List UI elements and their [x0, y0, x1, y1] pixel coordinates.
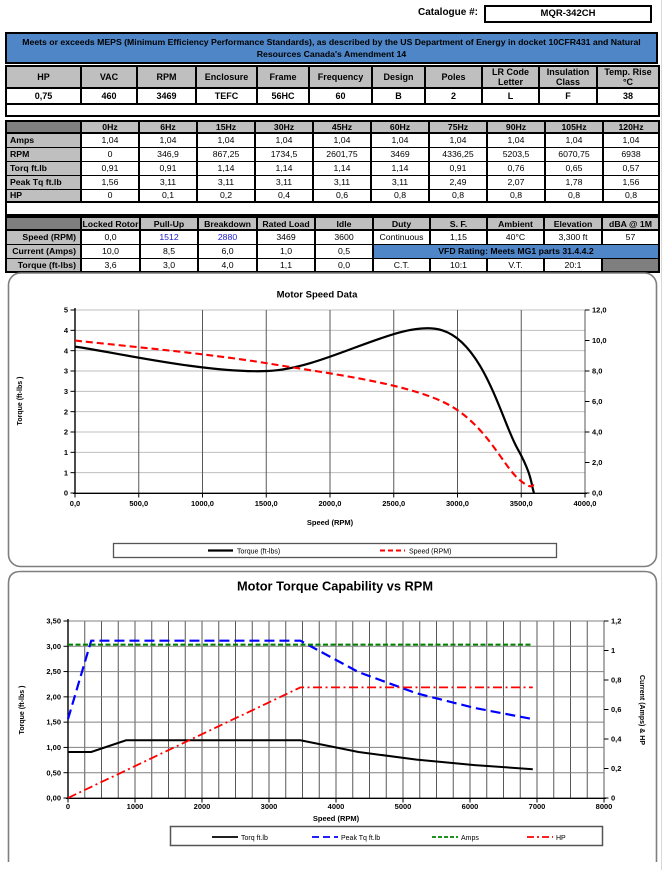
svg-text:2000: 2000 — [194, 802, 211, 811]
svg-text:Peak Tq ft.lb: Peak Tq ft.lb — [341, 835, 380, 842]
svg-text:8000: 8000 — [596, 802, 613, 811]
svg-text:2,00: 2,00 — [46, 692, 61, 701]
svg-text:5000: 5000 — [395, 802, 412, 811]
svg-text:3,00: 3,00 — [46, 642, 61, 651]
svg-text:4000: 4000 — [328, 802, 345, 811]
svg-text:0: 0 — [64, 489, 68, 498]
svg-text:2: 2 — [64, 407, 68, 416]
svg-text:2500,0: 2500,0 — [382, 499, 405, 508]
svg-text:1,2: 1,2 — [611, 617, 621, 626]
svg-text:Speed (RPM): Speed (RPM) — [409, 549, 451, 556]
svg-text:0: 0 — [66, 802, 70, 811]
svg-text:Motor Speed Data: Motor Speed Data — [277, 290, 358, 301]
svg-text:HP: HP — [556, 835, 566, 842]
svg-text:1,00: 1,00 — [46, 743, 61, 752]
svg-text:Current (Amps) & HP: Current (Amps) & HP — [638, 675, 645, 745]
svg-text:Torque (ft-lbs ): Torque (ft-lbs ) — [19, 686, 26, 735]
svg-text:1: 1 — [611, 646, 615, 655]
svg-text:6,0: 6,0 — [592, 397, 602, 406]
svg-text:0,4: 0,4 — [611, 735, 622, 744]
svg-text:3000: 3000 — [261, 802, 278, 811]
svg-text:1,50: 1,50 — [46, 718, 61, 727]
svg-text:0,8: 0,8 — [611, 676, 621, 685]
svg-text:2,0: 2,0 — [592, 458, 602, 467]
svg-text:2000,0: 2000,0 — [319, 499, 342, 508]
svg-text:0,6: 0,6 — [611, 705, 621, 714]
svg-text:1500,0: 1500,0 — [255, 499, 278, 508]
svg-text:3: 3 — [64, 387, 68, 396]
svg-text:Torque (ft-lbs): Torque (ft-lbs) — [237, 549, 280, 556]
svg-text:1000,0: 1000,0 — [191, 499, 214, 508]
svg-text:0,0: 0,0 — [592, 489, 602, 498]
svg-text:Torque (ft-lbs ): Torque (ft-lbs ) — [17, 377, 24, 426]
svg-text:Speed (RPM): Speed (RPM) — [313, 814, 360, 823]
svg-text:Torq ft.lb: Torq ft.lb — [241, 835, 268, 842]
svg-text:6000: 6000 — [462, 802, 479, 811]
svg-text:3: 3 — [64, 367, 68, 376]
svg-text:Speed (RPM): Speed (RPM) — [307, 518, 354, 527]
svg-text:5: 5 — [64, 306, 68, 315]
svg-text:0,0: 0,0 — [70, 499, 80, 508]
svg-text:500,0: 500,0 — [129, 499, 148, 508]
svg-text:Motor Torque Capability vs RPM: Motor Torque Capability vs RPM — [237, 579, 433, 594]
svg-text:0: 0 — [611, 794, 615, 803]
svg-text:4: 4 — [64, 326, 69, 335]
svg-text:12,0: 12,0 — [592, 306, 607, 315]
svg-text:4: 4 — [64, 346, 69, 355]
svg-text:1: 1 — [64, 448, 68, 457]
svg-text:4,0: 4,0 — [592, 428, 602, 437]
svg-text:2: 2 — [64, 428, 68, 437]
svg-text:4000,0: 4000,0 — [574, 499, 597, 508]
svg-text:8,0: 8,0 — [592, 367, 602, 376]
svg-text:2,50: 2,50 — [46, 667, 61, 676]
svg-text:Amps: Amps — [461, 835, 479, 842]
svg-text:0,2: 0,2 — [611, 764, 621, 773]
svg-text:0,00: 0,00 — [46, 794, 61, 803]
svg-text:3000,0: 3000,0 — [446, 499, 469, 508]
svg-text:3,50: 3,50 — [46, 617, 61, 626]
svg-text:1000: 1000 — [127, 802, 144, 811]
svg-text:10,0: 10,0 — [592, 336, 607, 345]
svg-text:1: 1 — [64, 468, 68, 477]
svg-text:0,50: 0,50 — [46, 768, 61, 777]
svg-text:7000: 7000 — [529, 802, 546, 811]
svg-text:3500,0: 3500,0 — [510, 499, 533, 508]
